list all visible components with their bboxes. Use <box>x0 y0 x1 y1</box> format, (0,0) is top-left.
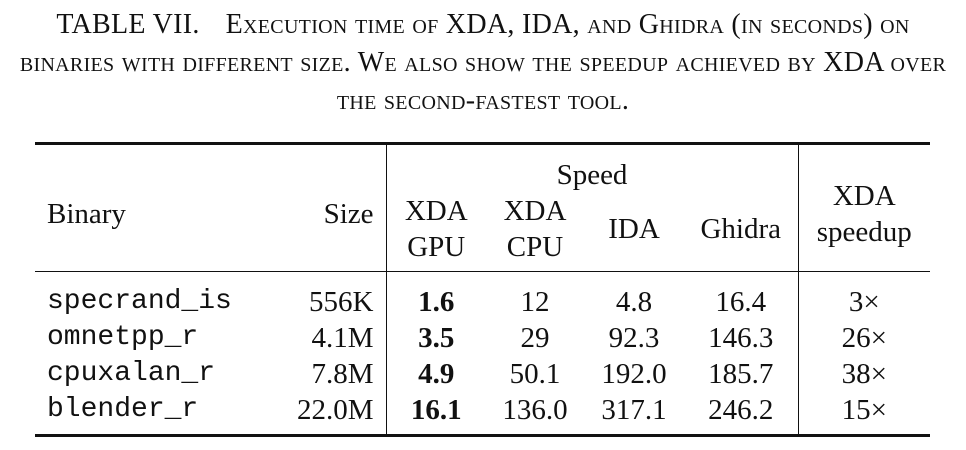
table-cell: 3.5 <box>418 322 455 354</box>
column-header: Ghidra <box>684 193 799 272</box>
table-cell: 192.0 <box>601 358 667 390</box>
table-cell: 7.8M <box>290 356 387 392</box>
column-header-line: GPU <box>407 231 466 263</box>
column-header: XDA speedup <box>798 144 930 272</box>
column-header-line: IDA <box>608 213 660 245</box>
table-cell: omnetpp_r <box>47 322 199 353</box>
column-header-line: XDA <box>404 195 468 227</box>
table-cell: 185.7 <box>684 356 799 392</box>
table-body: Binary Size Speed XDA speedup XDA GPU XDA CPU IDA… <box>35 143 930 436</box>
table-cell: cpuxalan_r <box>47 358 216 389</box>
table-cell: 556K <box>290 271 387 320</box>
column-header-line: Ghidra <box>700 213 782 245</box>
table-cell: 4.8 <box>584 271 684 320</box>
column-header-line: XDA <box>503 195 567 227</box>
column-header-line: Size <box>323 198 374 230</box>
table-cell: 136.0 <box>502 394 568 426</box>
caption: TABLE VII. Execution time of XDA, IDA, an… <box>8 6 958 120</box>
table-cell: 12 <box>486 271 584 320</box>
table-cell: 22.0M <box>290 392 387 436</box>
table-row: omnetpp_r 4.1M 3.5 29 92.3 146.3 26× <box>35 320 930 356</box>
table-cell: blender_r <box>47 394 199 425</box>
column-header-line: XDA <box>832 180 896 212</box>
table-row: blender_r 22.0M 16.1 136.0 317.1 246.2 15× <box>35 392 930 436</box>
header-row: XDA GPU XDA CPU IDA Ghidra <box>35 193 930 272</box>
table-cell: 26× <box>841 322 887 354</box>
table-cell: 50.1 <box>509 358 561 390</box>
caption-label: TABLE VII. <box>56 9 200 40</box>
table-row: specrand_is 556K 1.6 12 4.8 16.4 3× <box>35 271 930 320</box>
header-row: Binary Size Speed XDA speedup <box>35 143 930 272</box>
table-cell: 38× <box>841 358 887 390</box>
table-cell: 4.9 <box>418 358 455 390</box>
column-header: Size <box>290 143 387 272</box>
column-header: IDA <box>584 193 684 272</box>
table-cell: 16.1 <box>410 394 462 426</box>
column-header: Binary <box>35 144 290 272</box>
table-cell: 246.2 <box>684 392 799 436</box>
table-cell: 146.3 <box>684 320 799 356</box>
table-cell: specrand_is <box>35 271 290 320</box>
column-header-line: Binary <box>47 198 126 230</box>
table-row: cpuxalan_r 7.8M 4.9 50.1 192.0 185.7 38× <box>35 356 930 392</box>
table-cell: 3× <box>798 271 930 320</box>
table: Binary Size Speed XDA speedup XDA GPU XDA CPU IDA… <box>35 142 930 437</box>
group-header: Speed <box>386 143 799 193</box>
table-cell: 4.1M <box>290 320 387 356</box>
column-header-line: CPU <box>506 231 564 263</box>
column-header: XDA CPU <box>486 193 584 272</box>
table-cell: 15× <box>841 394 887 426</box>
table-cell: 16.4 <box>684 271 799 320</box>
table-cell: 92.3 <box>608 322 660 354</box>
column-header-line: speedup <box>816 216 912 248</box>
table-cell: 29 <box>520 322 550 354</box>
table-cell: 1.6 <box>386 271 486 320</box>
table-cell: 317.1 <box>601 394 667 426</box>
caption-text: Execution time of XDA, IDA, and Ghidra (… <box>19 9 947 116</box>
column-header: XDA GPU <box>386 193 486 272</box>
